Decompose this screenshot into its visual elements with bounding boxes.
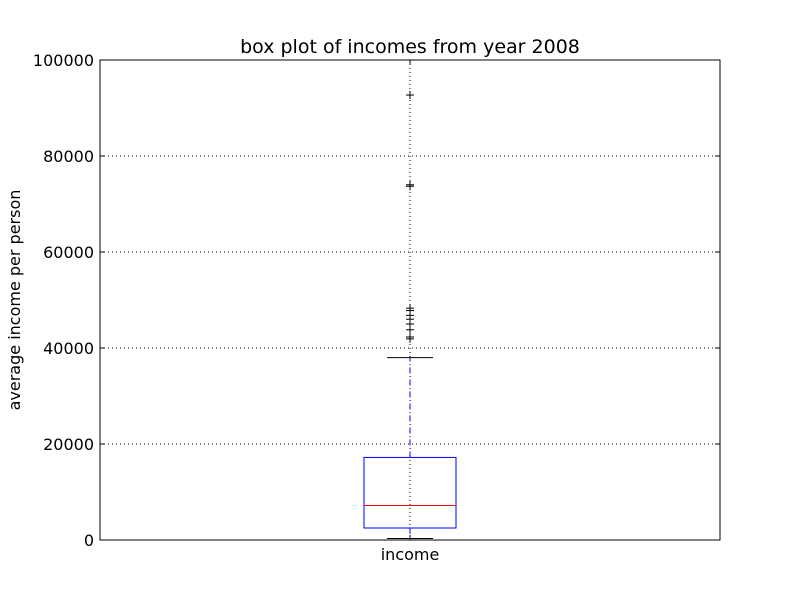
y-tick-label: 60000 <box>43 243 94 262</box>
outlier-point <box>406 91 414 100</box>
y-tick-label: 100000 <box>33 51 94 70</box>
y-tick-label: 20000 <box>43 435 94 454</box>
y-axis-ticks: 0 20000 40000 60000 80000 100000 <box>33 51 720 550</box>
chart-title: box plot of incomes from year 2008 <box>240 36 580 58</box>
outlier-point <box>406 304 414 313</box>
outlier-point <box>406 180 414 189</box>
y-tick-label: 0 <box>84 531 94 550</box>
x-tick-label: income <box>381 545 440 564</box>
y-tick-label: 80000 <box>43 147 94 166</box>
y-axis-label: average income per person <box>5 190 24 411</box>
outlier-point <box>406 332 414 341</box>
x-axis-ticks: income <box>381 60 440 564</box>
plot-frame <box>99 59 721 541</box>
y-tick-label: 40000 <box>43 339 94 358</box>
box-plot-marks <box>363 91 457 540</box>
grid-lines <box>100 60 720 540</box>
iqr-box <box>363 456 457 529</box>
